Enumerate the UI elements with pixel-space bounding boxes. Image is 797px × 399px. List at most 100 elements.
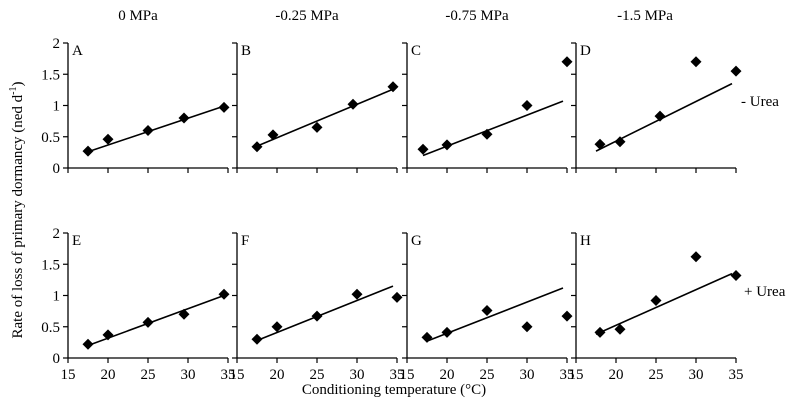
x-axis-label: Conditioning temperature (°C) <box>302 382 486 398</box>
data-point-diamond <box>218 288 230 300</box>
x-tick-label: 15 <box>230 367 245 383</box>
panel-label: D <box>580 43 591 59</box>
data-point-diamond <box>594 138 606 150</box>
trend-line <box>595 272 733 335</box>
data-point-diamond <box>218 101 230 113</box>
panel-A: 0 0.5 1 1.5 2 A <box>41 36 230 177</box>
data-point-diamond <box>654 110 666 122</box>
x-tick-label: 20 <box>270 367 285 383</box>
x-tick-label: 35 <box>390 367 405 383</box>
y-tick-label: 0 <box>53 161 61 177</box>
column-title-0: 0 MPa <box>118 8 158 24</box>
data-point-diamond <box>441 139 453 151</box>
data-point-diamond <box>347 98 359 110</box>
trend-line <box>87 105 225 153</box>
data-point-diamond <box>142 125 154 136</box>
data-point-diamond <box>82 145 94 157</box>
data-point-diamond <box>561 310 573 322</box>
x-tick-label: 25 <box>649 367 664 383</box>
panel-label: B <box>241 43 251 59</box>
panel-label: G <box>411 233 422 249</box>
panel-label: H <box>580 233 591 249</box>
data-point-diamond <box>441 326 453 338</box>
x-tick-label: 30 <box>689 367 704 383</box>
panel-H: 15 20 25 30 35 H <box>569 232 744 383</box>
y-axis-label: Rate of loss of primary dormancy (ned d-… <box>8 81 26 338</box>
data-point-diamond <box>391 291 403 303</box>
y-tick-label: 0.5 <box>41 320 60 336</box>
data-point-diamond <box>102 133 114 145</box>
data-point-diamond <box>594 326 606 338</box>
row-label-plus-urea: + Urea <box>744 284 786 300</box>
y-tick-label: 2 <box>53 36 61 52</box>
data-point-diamond <box>102 329 114 341</box>
panel-B: B <box>232 42 399 173</box>
data-point-diamond <box>267 129 279 141</box>
data-point-diamond <box>178 112 190 124</box>
data-point-diamond <box>271 321 283 333</box>
data-point-diamond <box>251 141 263 153</box>
column-title-3: -1.5 MPa <box>617 8 673 24</box>
data-point-diamond <box>521 100 533 111</box>
x-tick-label: 25 <box>141 367 156 383</box>
data-point-diamond <box>142 316 154 328</box>
data-point-diamond <box>690 251 702 263</box>
data-point-diamond <box>614 323 626 335</box>
data-point-diamond <box>614 136 626 148</box>
data-point-diamond <box>311 121 323 133</box>
data-point-diamond <box>82 338 94 350</box>
x-tick-label: 15 <box>61 367 76 383</box>
column-title-2: -0.75 MPa <box>445 8 509 24</box>
trend-line <box>256 88 394 147</box>
y-tick-label: 0.5 <box>41 130 60 146</box>
data-point-diamond <box>251 333 263 345</box>
panel-D: D <box>571 42 742 173</box>
data-point-diamond <box>311 310 323 322</box>
x-tick-label: 35 <box>560 367 575 383</box>
x-tick-label: 30 <box>181 367 196 383</box>
x-tick-label: 15 <box>569 367 584 383</box>
data-point-diamond <box>481 305 493 316</box>
panel-label: C <box>411 43 421 59</box>
data-point-diamond <box>730 65 742 77</box>
x-tick-label: 15 <box>400 367 415 383</box>
data-point-diamond <box>561 56 573 68</box>
column-title-1: -0.25 MPa <box>275 8 339 24</box>
y-tick-label: 1.5 <box>41 67 60 83</box>
data-point-diamond <box>421 331 433 343</box>
panel-G: 15 20 25 30 35 G <box>400 232 575 383</box>
y-tick-label: 1.5 <box>41 257 60 273</box>
x-tick-label: 30 <box>350 367 365 383</box>
data-point-diamond <box>481 128 493 140</box>
panel-label: E <box>72 233 81 249</box>
data-point-diamond <box>417 143 429 155</box>
x-tick-label: 35 <box>221 367 236 383</box>
panel-F: 15 20 25 30 35 F <box>230 232 405 383</box>
panel-E: 0 0.5 1 1.5 2 15 20 25 30 35 E <box>41 226 235 383</box>
panel-label: A <box>72 43 83 59</box>
x-tick-label: 30 <box>520 367 535 383</box>
x-tick-label: 25 <box>480 367 495 383</box>
x-tick-label: 35 <box>729 367 744 383</box>
y-tick-label: 1 <box>53 99 61 115</box>
data-point-diamond <box>650 295 662 306</box>
x-tick-label: 20 <box>440 367 455 383</box>
data-point-diamond <box>690 56 702 68</box>
data-point-diamond <box>387 81 399 93</box>
data-point-diamond <box>521 321 533 333</box>
x-tick-label: 20 <box>609 367 624 383</box>
y-tick-label: 0 <box>53 351 61 367</box>
panel-label: F <box>241 233 249 249</box>
data-point-diamond <box>351 288 363 300</box>
row-label-minus-urea: - Urea <box>741 94 779 110</box>
panel-C: C <box>402 42 573 173</box>
data-point-diamond <box>178 308 190 320</box>
y-tick-label: 1 <box>53 289 61 305</box>
trend-line <box>256 285 394 342</box>
data-point-diamond <box>730 270 742 281</box>
x-tick-label: 20 <box>101 367 116 383</box>
y-tick-label: 2 <box>53 226 61 242</box>
x-tick-label: 25 <box>310 367 325 383</box>
